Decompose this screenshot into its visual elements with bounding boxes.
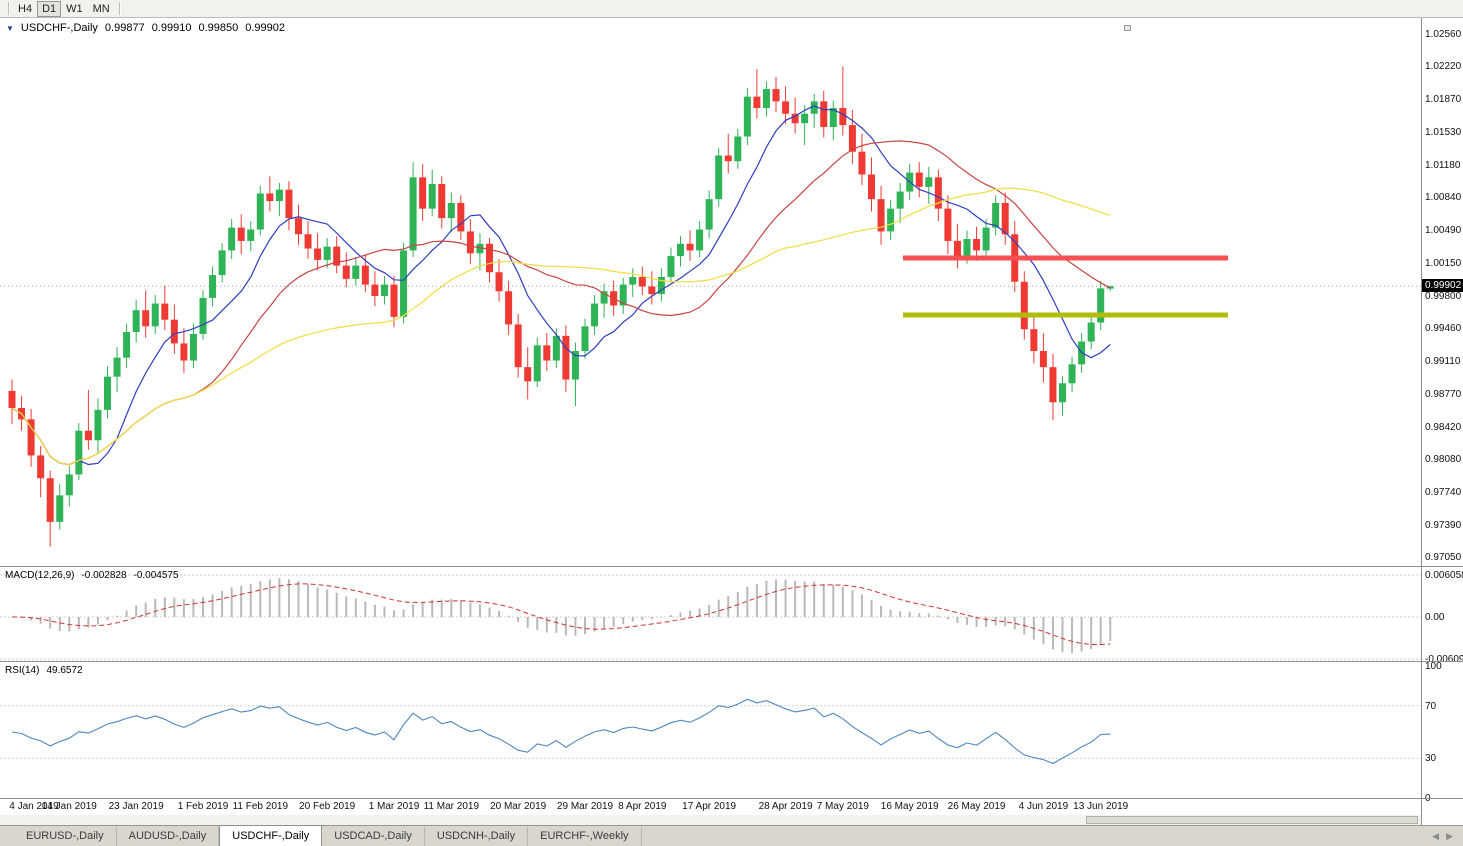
timeframe-button-h4[interactable]: H4 (13, 1, 37, 17)
axis-label: 1.01870 (1425, 94, 1462, 106)
date-axis-label: 1 Mar 2019 (368, 801, 420, 812)
date-axis-label: 8 Apr 2019 (618, 801, 667, 812)
axis-label: 1.01180 (1425, 159, 1461, 171)
axis-label: 0.97390 (1425, 519, 1462, 531)
horizontal-scrollbar[interactable] (0, 815, 1421, 825)
tab-scroll-right-icon[interactable]: ▶ (1446, 831, 1453, 841)
rsi-label: RSI(14) (5, 665, 40, 676)
macd-signal-value: -0.004575 (133, 570, 179, 581)
panel-separator (0, 798, 1463, 799)
date-axis-label: 1 Feb 2019 (177, 801, 229, 812)
axis-label: 0.00 (1425, 612, 1445, 623)
axis-label: 30 (1425, 753, 1437, 765)
axis-label: 0.99460 (1425, 323, 1462, 335)
close-value: 0.99902 (245, 22, 285, 34)
macd-histogram (20, 578, 1112, 653)
date-axis-label: 11 Feb 2019 (232, 801, 289, 812)
rsi-line (11, 698, 1111, 765)
tab-scroll-left-icon[interactable]: ◀ (1432, 831, 1440, 841)
date-axis-label: 16 May 2019 (880, 801, 939, 812)
tab-scroll-arrows: ◀ ▶ (1422, 827, 1463, 846)
chart-tab-eurusd[interactable]: EURUSD-,Daily (14, 827, 117, 846)
axis-label: -0.006096 (1425, 654, 1463, 666)
toolbar-separator (8, 2, 9, 15)
date-axis-label: 4 Jun 2019 (1018, 801, 1069, 812)
axis-label: 1.02560 (1425, 29, 1462, 40)
chart-tab-usdcad[interactable]: USDCAD-,Daily (322, 827, 425, 846)
high-value: 0.99910 (151, 22, 192, 34)
chart-tab-bar: EURUSD-,Daily AUDUSD-,Daily USDCHF-,Daily U… (0, 825, 1463, 846)
current-price-badge: 0.99902 (1422, 279, 1463, 293)
macd-label: MACD(12,26,9) (5, 570, 75, 581)
macd-signal-line (11, 583, 1111, 646)
axis-label: 1.02220 (1425, 61, 1462, 73)
chart-window-icon[interactable] (1124, 25, 1131, 31)
date-axis-label: 11 Mar 2019 (423, 801, 479, 812)
chart-tab-audusd[interactable]: AUDUSD-,Daily (117, 827, 220, 846)
date-axis-label: 23 Jan 2019 (108, 801, 164, 812)
date-axis-label: 29 Mar 2019 (556, 801, 614, 812)
axis-label: 0.006058 (1425, 570, 1463, 581)
low-value: 0.99850 (198, 22, 239, 34)
panel-separator[interactable] (0, 566, 1463, 567)
rsi-title: RSI(14) 49.6572 (5, 665, 83, 676)
chart-title-bar: ▼ USDCHF-,Daily 0.99877 0.99910 0.99850 … (6, 22, 285, 34)
date-axis-label: 7 May 2019 (816, 801, 869, 812)
axis-label: 0.99800 (1425, 290, 1462, 302)
date-axis-label: 26 May 2019 (947, 801, 1006, 812)
ma-medium-line (11, 140, 1111, 466)
date-axis-label: 4 Jan 2019 (9, 801, 59, 812)
rsi-value: 49.6572 (46, 665, 83, 676)
axis-label: 1.00490 (1425, 225, 1462, 237)
ma-fast-line (11, 105, 1111, 466)
price-scale[interactable]: 0.99902 1.02560 1.02220 1.01870 1.01530 1.01… (1421, 18, 1463, 825)
date-axis-label: 28 Apr 2019 (758, 801, 813, 812)
chart-tab-usdchf[interactable]: USDCHF-,Daily (219, 825, 323, 846)
chart-tab-eurchf[interactable]: EURCHF-,Weekly (528, 827, 642, 846)
symbol-dropdown-icon[interactable]: ▼ (6, 23, 14, 33)
axis-label: 0.98080 (1425, 454, 1462, 466)
price-chart-canvas[interactable] (0, 18, 1421, 567)
axis-label: 0.97050 (1425, 552, 1462, 563)
ma-slow-line (11, 187, 1111, 466)
timeframe-button-w1[interactable]: W1 (61, 1, 88, 17)
timeframe-toolbar: H4 D1 W1 MN (0, 0, 1463, 18)
date-axis-label: 17 Apr 2019 (682, 801, 737, 812)
open-value: 0.99877 (104, 22, 145, 34)
axis-label: 1.00150 (1425, 257, 1462, 269)
chart-tab-usdcnh[interactable]: USDCNH-,Daily (425, 827, 529, 846)
candlestick-series (8, 66, 1114, 547)
date-axis-label: 20 Feb 2019 (299, 801, 356, 812)
axis-label: 70 (1425, 700, 1437, 712)
symbol-period-label: USDCHF-,Daily (20, 22, 98, 34)
axis-label: 1.01530 (1425, 126, 1462, 138)
panel-separator[interactable] (0, 661, 1463, 662)
axis-label: 0.97740 (1425, 486, 1462, 498)
macd-title: MACD(12,26,9) -0.002828 -0.004575 (5, 570, 179, 581)
scrollbar-thumb[interactable] (1086, 816, 1418, 824)
date-axis-label: 13 Jun 2019 (1073, 801, 1129, 812)
axis-label: 0.98420 (1425, 421, 1462, 433)
axis-label: 0.98770 (1425, 388, 1462, 400)
date-axis-label: 14 Jan 2019 (41, 801, 97, 812)
toolbar-separator (118, 2, 120, 15)
macd-panel-canvas[interactable] (0, 567, 1421, 662)
timeframe-button-mn[interactable]: MN (88, 1, 115, 17)
axis-label: 0.99110 (1425, 356, 1461, 368)
rsi-panel-canvas[interactable] (0, 662, 1421, 799)
macd-main-value: -0.002828 (81, 570, 127, 581)
axis-label: 100 (1425, 661, 1442, 672)
timeframe-button-d1[interactable]: D1 (37, 0, 62, 17)
axis-label: 1.00840 (1425, 192, 1462, 204)
date-axis[interactable]: 4 Jan 2019 14 Jan 2019 23 Jan 2019 1 Feb 20… (0, 799, 1421, 815)
date-axis-label: 20 Mar 2019 (490, 801, 547, 812)
